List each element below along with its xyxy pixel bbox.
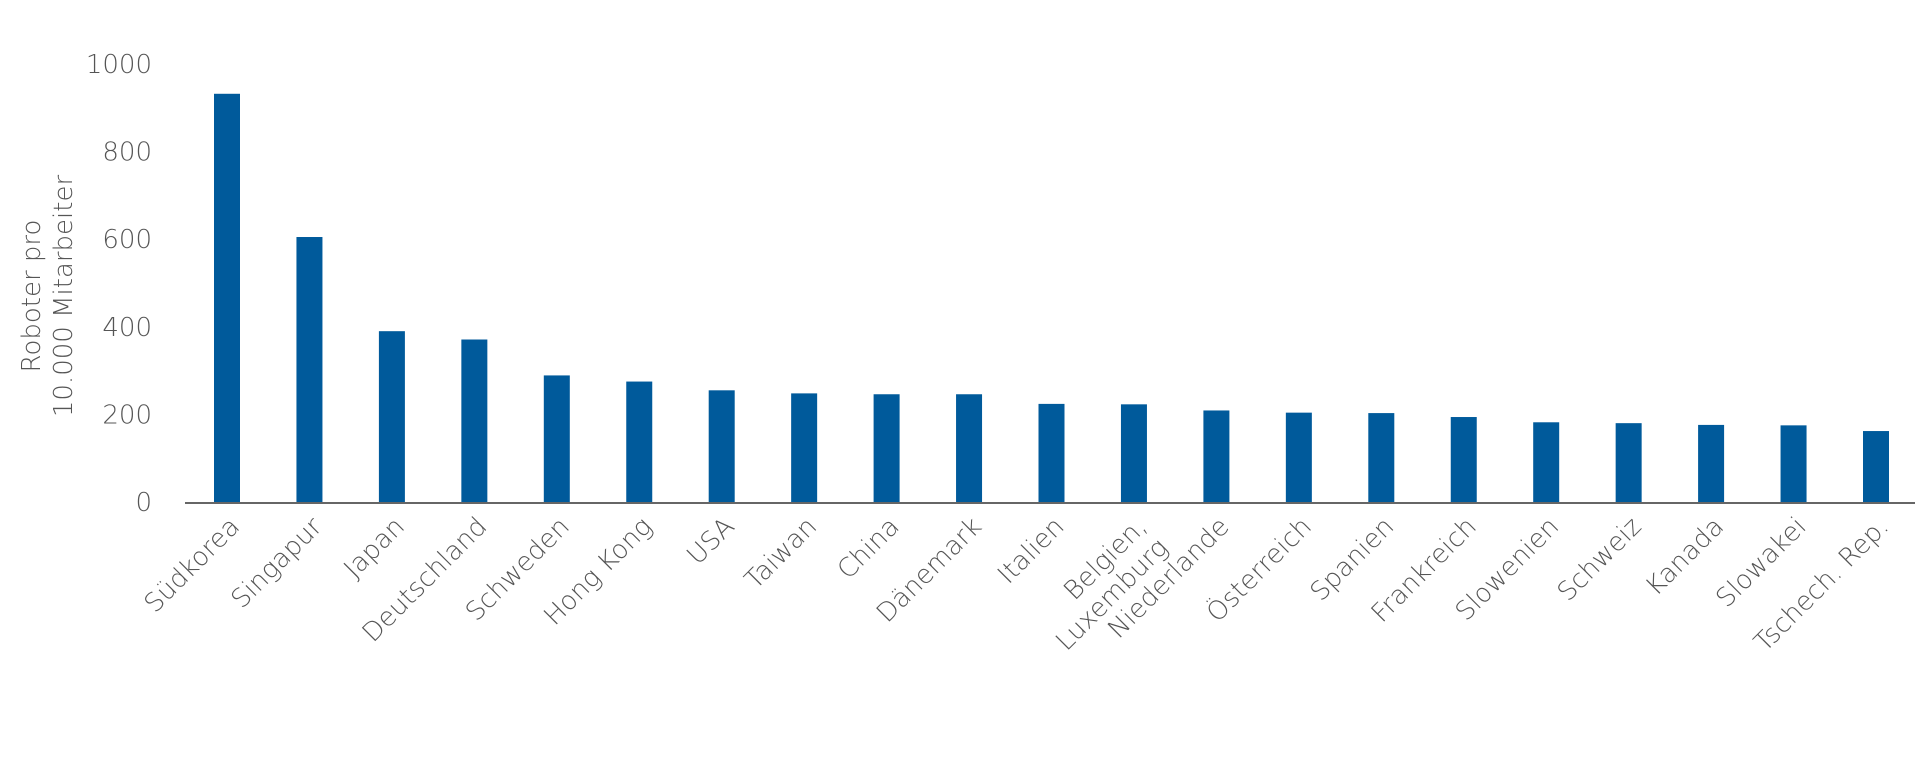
x-tick-label-line: Schweiz [1552,512,1648,608]
bar [1533,422,1560,502]
x-tick-label-line: Japan [338,512,410,584]
y-tick-label: 200 [102,400,152,430]
x-tick-label: USA [681,512,740,571]
bar [873,394,900,502]
bar [1203,410,1230,502]
x-tick-label-line: Südkorea [139,512,246,619]
x-tick-label: Japan [338,512,410,584]
x-tick-label: Südkorea [139,512,246,619]
bar [1368,413,1395,502]
bar [956,394,983,502]
x-tick-label: Singapur [226,512,329,615]
y-tick-label: 1000 [86,50,152,80]
y-axis-title: Roboter pro10.000 Mitarbeiter [17,175,79,418]
bar [1038,403,1065,502]
y-axis-label: Roboter pro10.000 Mitarbeiter [17,175,79,418]
y-axis-label-line: 10.000 Mitarbeiter [49,175,79,418]
bar [1285,412,1312,502]
bars [214,93,1889,502]
x-tick-label: China [832,512,906,586]
bar [1615,423,1642,502]
bar [543,375,570,502]
x-tick-label-line: China [832,512,906,586]
bar [1120,404,1147,502]
y-tick-label: 400 [102,313,152,343]
bar [461,339,488,502]
bar [1863,431,1889,502]
y-axis-label-line: Roboter pro [17,220,47,373]
bar [791,393,818,502]
x-tick-label: Schweiz [1552,512,1648,608]
bar [378,331,405,502]
x-tick-label-line: Italien [992,512,1070,590]
x-tick-label-line: USA [681,512,740,571]
y-tick-label: 600 [102,225,152,255]
bar [626,381,653,502]
bar [1450,417,1477,502]
bar [1698,424,1725,502]
bar [214,93,240,502]
y-tick-label: 0 [135,488,152,518]
y-axis-ticks: 0 200 400 600 800 1000 [86,50,152,518]
bar [1780,425,1807,502]
bar [296,237,323,502]
y-tick-label: 800 [102,138,152,168]
bar [708,390,735,502]
x-tick-label: Taiwan [739,512,823,596]
x-tick-label-line: Singapur [226,512,329,615]
x-tick-label-line: Taiwan [739,512,823,596]
x-tick-label: Italien [992,512,1070,590]
